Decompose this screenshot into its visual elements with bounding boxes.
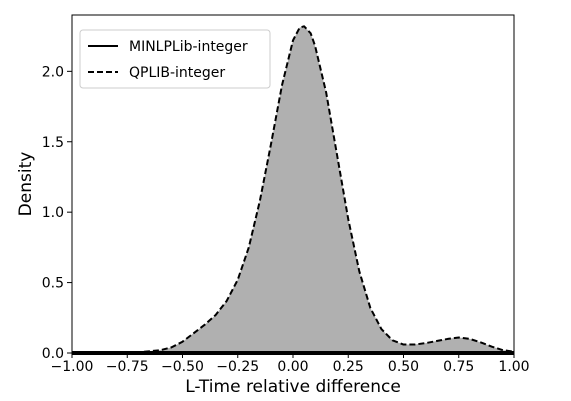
legend-label: QPLIB-integer: [129, 65, 225, 81]
x-tick-label: 0.00: [277, 359, 308, 375]
y-axis-label: Density: [16, 152, 36, 217]
x-tick-label: −1.00: [51, 359, 94, 375]
x-tick-label: −0.50: [161, 359, 204, 375]
y-tick-label: 1.5: [42, 135, 64, 151]
x-axis-label: L-Time relative difference: [185, 377, 401, 397]
x-tick-label: 0.50: [388, 359, 419, 375]
y-tick-label: 2.0: [42, 64, 64, 80]
legend: MINLPLib-integer QPLIB-integer: [79, 29, 271, 89]
y-axis: 0.0 0.5 1.0 1.5 2.0: [42, 64, 72, 362]
x-tick-label: 0.25: [333, 359, 364, 375]
density-fill-2: [72, 26, 514, 354]
legend-label: MINLPLib-integer: [129, 39, 248, 55]
y-tick-label: 0.0: [42, 346, 64, 362]
y-tick-label: 1.0: [42, 205, 64, 221]
y-tick-label: 0.5: [42, 276, 64, 292]
x-tick-label: 0.75: [443, 359, 474, 375]
series-line-qplib-integer: [72, 25, 515, 354]
x-axis: −1.00 −0.75 −0.50 −0.25 0.00 0.25 0.50 0.75 1.00: [51, 353, 530, 375]
legend-box: [79, 29, 271, 89]
x-tick-label: −0.75: [106, 359, 149, 375]
x-tick-label: 1.00: [498, 359, 529, 375]
x-tick-label: −0.25: [216, 359, 259, 375]
